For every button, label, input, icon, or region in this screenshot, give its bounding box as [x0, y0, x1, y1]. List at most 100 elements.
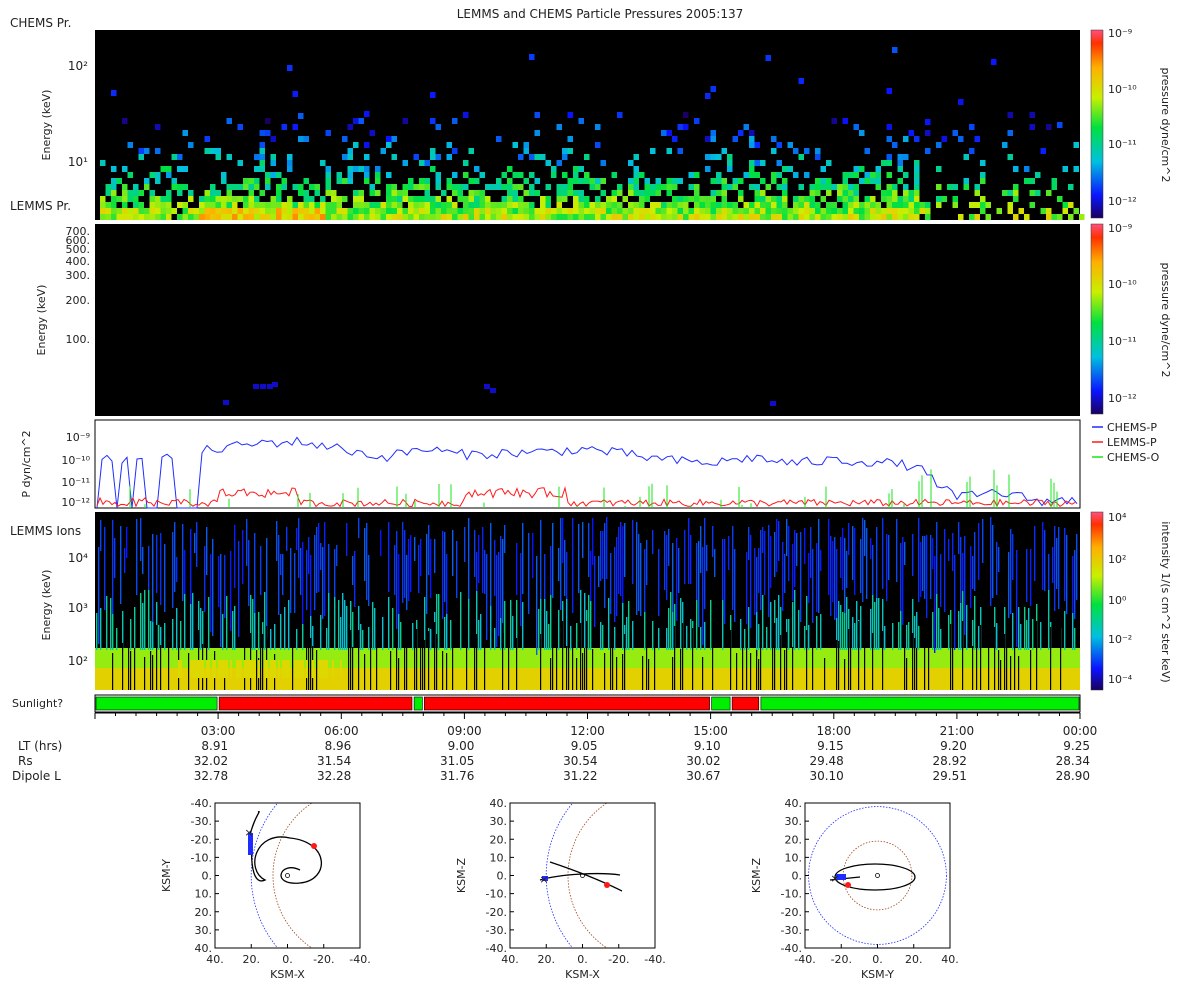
- ions-gap: [420, 632, 422, 690]
- chems-cell: [650, 208, 656, 214]
- chems-cell: [666, 190, 672, 196]
- ions-streak: [112, 520, 114, 620]
- chems-cell: [771, 202, 777, 208]
- ions-streak: [258, 660, 260, 678]
- chems-cell: [199, 214, 205, 220]
- chems-cell: [562, 196, 568, 202]
- chems-cell: [776, 184, 782, 190]
- chems-cell: [122, 190, 128, 196]
- chems-cell: [155, 196, 161, 202]
- chems-cell: [974, 184, 980, 190]
- ions-streak: [522, 602, 524, 650]
- chems-cell: [518, 154, 524, 160]
- ions-streak: [592, 518, 594, 565]
- chems-cell: [1018, 208, 1024, 214]
- chems-cell: [353, 214, 359, 220]
- chems-cell: [144, 208, 150, 214]
- ions-streak: [564, 540, 566, 596]
- ions-gap: [850, 626, 852, 690]
- chems-cell: [677, 202, 683, 208]
- ions-streak: [618, 527, 620, 594]
- chems-cell: [446, 142, 452, 148]
- ions-streak: [746, 552, 748, 630]
- chems-cell: [776, 160, 782, 166]
- ions-streak: [754, 548, 756, 615]
- ions-streak: [238, 541, 240, 637]
- chems-cell: [765, 196, 771, 202]
- chems-cell: [331, 202, 337, 208]
- chems-cell: [391, 196, 397, 202]
- chems-cell: [644, 208, 650, 214]
- ions-streak: [606, 517, 608, 579]
- chems-cell: [149, 190, 155, 196]
- chems-cell: [534, 154, 540, 160]
- chems-cell: [210, 202, 216, 208]
- ions-streak: [550, 546, 552, 624]
- ions-gap: [976, 647, 978, 690]
- chems-cell: [881, 208, 887, 214]
- ions-streak: [360, 624, 362, 650]
- chems-cell: [578, 196, 584, 202]
- chems-cell: [727, 154, 733, 160]
- chems-cell: [419, 208, 425, 214]
- ions-streak: [398, 554, 400, 639]
- chems-cell: [100, 202, 106, 208]
- chems-cell: [468, 178, 474, 184]
- chems-cell: [611, 172, 617, 178]
- ions-streak: [646, 540, 648, 585]
- ions-streak: [226, 660, 228, 678]
- ions-gap: [912, 633, 914, 690]
- lemms-pr-cell: [260, 384, 266, 389]
- chems-cell: [892, 47, 898, 53]
- chems-cell: [716, 178, 722, 184]
- orbit-plot-content: ×: [539, 803, 623, 948]
- chems-cell: [595, 124, 601, 130]
- chems-cell: [259, 160, 265, 166]
- chems-cell: [347, 124, 353, 130]
- chems-cell: [122, 166, 128, 172]
- ions-gap: [882, 631, 884, 690]
- lemms-pr-cell: [267, 384, 273, 389]
- ions-streak: [876, 527, 878, 606]
- chems-cell: [364, 166, 370, 172]
- ions-gap: [642, 656, 644, 690]
- chems-cell: [452, 184, 458, 190]
- ions-streak: [172, 532, 174, 608]
- ions-streak: [200, 660, 202, 678]
- ions-streak: [502, 539, 504, 633]
- chems-cell: [837, 214, 843, 220]
- orbit-xtick-label: -40.: [349, 953, 370, 966]
- ions-streak: [848, 523, 850, 555]
- chems-cell: [606, 196, 612, 202]
- chems-cell: [188, 196, 194, 202]
- chems-cell: [809, 214, 815, 220]
- chems-cell: [496, 202, 502, 208]
- chems-cell: [501, 196, 507, 202]
- chems-cell: [892, 208, 898, 214]
- ions-streak: [180, 621, 182, 650]
- chems-cell: [710, 178, 716, 184]
- chems-cell: [468, 148, 474, 154]
- chems-cell: [523, 142, 529, 148]
- chems-cell: [754, 160, 760, 166]
- chems-cell: [375, 208, 381, 214]
- chems-cell: [446, 184, 452, 190]
- ions-streak: [830, 536, 832, 616]
- chems-cell: [578, 202, 584, 208]
- chems-cell: [254, 178, 260, 184]
- chems-cell: [243, 196, 249, 202]
- ions-streak: [452, 530, 454, 576]
- orbit-ylabel: KSM-Z: [750, 857, 763, 893]
- chems-colorbar-label: pressure dyne/cm^2: [1159, 68, 1172, 183]
- ions-streak: [430, 629, 432, 650]
- chems-cell: [265, 184, 271, 190]
- chems-cell: [688, 196, 694, 202]
- chems-cell: [617, 184, 623, 190]
- chems-cell: [727, 160, 733, 166]
- ions-streak: [600, 531, 602, 581]
- ions-streak: [1032, 619, 1034, 650]
- chems-cell: [446, 196, 452, 202]
- orbit-ytick-label: -40.: [486, 942, 507, 955]
- chems-cell: [512, 142, 518, 148]
- chems-cell: [721, 148, 727, 154]
